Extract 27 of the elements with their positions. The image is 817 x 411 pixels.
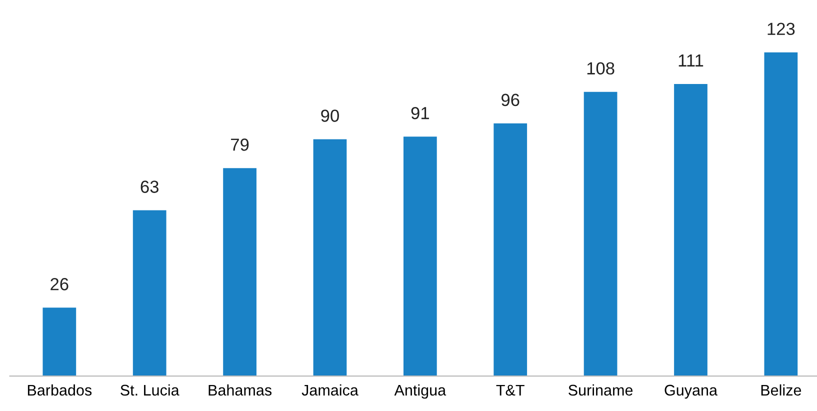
x-tick-label: St. Lucia bbox=[120, 384, 180, 396]
data-label: 111 bbox=[678, 54, 704, 66]
data-label: 96 bbox=[502, 94, 520, 106]
x-tick-label: Bahamas bbox=[208, 384, 272, 396]
bar bbox=[674, 84, 708, 376]
x-tick-label: Belize bbox=[761, 384, 802, 396]
x-tick-label: Guyana bbox=[664, 384, 718, 399]
bar bbox=[313, 139, 347, 376]
bar bbox=[223, 168, 256, 376]
bar bbox=[132, 210, 166, 376]
x-tick-label: T&T bbox=[496, 384, 524, 396]
data-label: 79 bbox=[231, 138, 249, 151]
bar bbox=[764, 52, 798, 376]
x-tick-label: Antigua bbox=[394, 384, 446, 399]
x-tick-label: Barbados bbox=[28, 384, 92, 396]
bar bbox=[584, 92, 618, 376]
data-label: 90 bbox=[321, 110, 339, 122]
x-tick-label: Suriname bbox=[568, 384, 633, 396]
data-label: 91 bbox=[411, 106, 429, 120]
data-label: 123 bbox=[768, 22, 795, 36]
bar bbox=[42, 308, 76, 376]
data-label: 26 bbox=[50, 278, 68, 290]
data-label: 108 bbox=[587, 62, 614, 75]
x-tick-label: Jamaica bbox=[302, 384, 358, 396]
data-label: 63 bbox=[140, 180, 158, 193]
bar bbox=[494, 123, 528, 376]
bar bbox=[403, 136, 437, 376]
